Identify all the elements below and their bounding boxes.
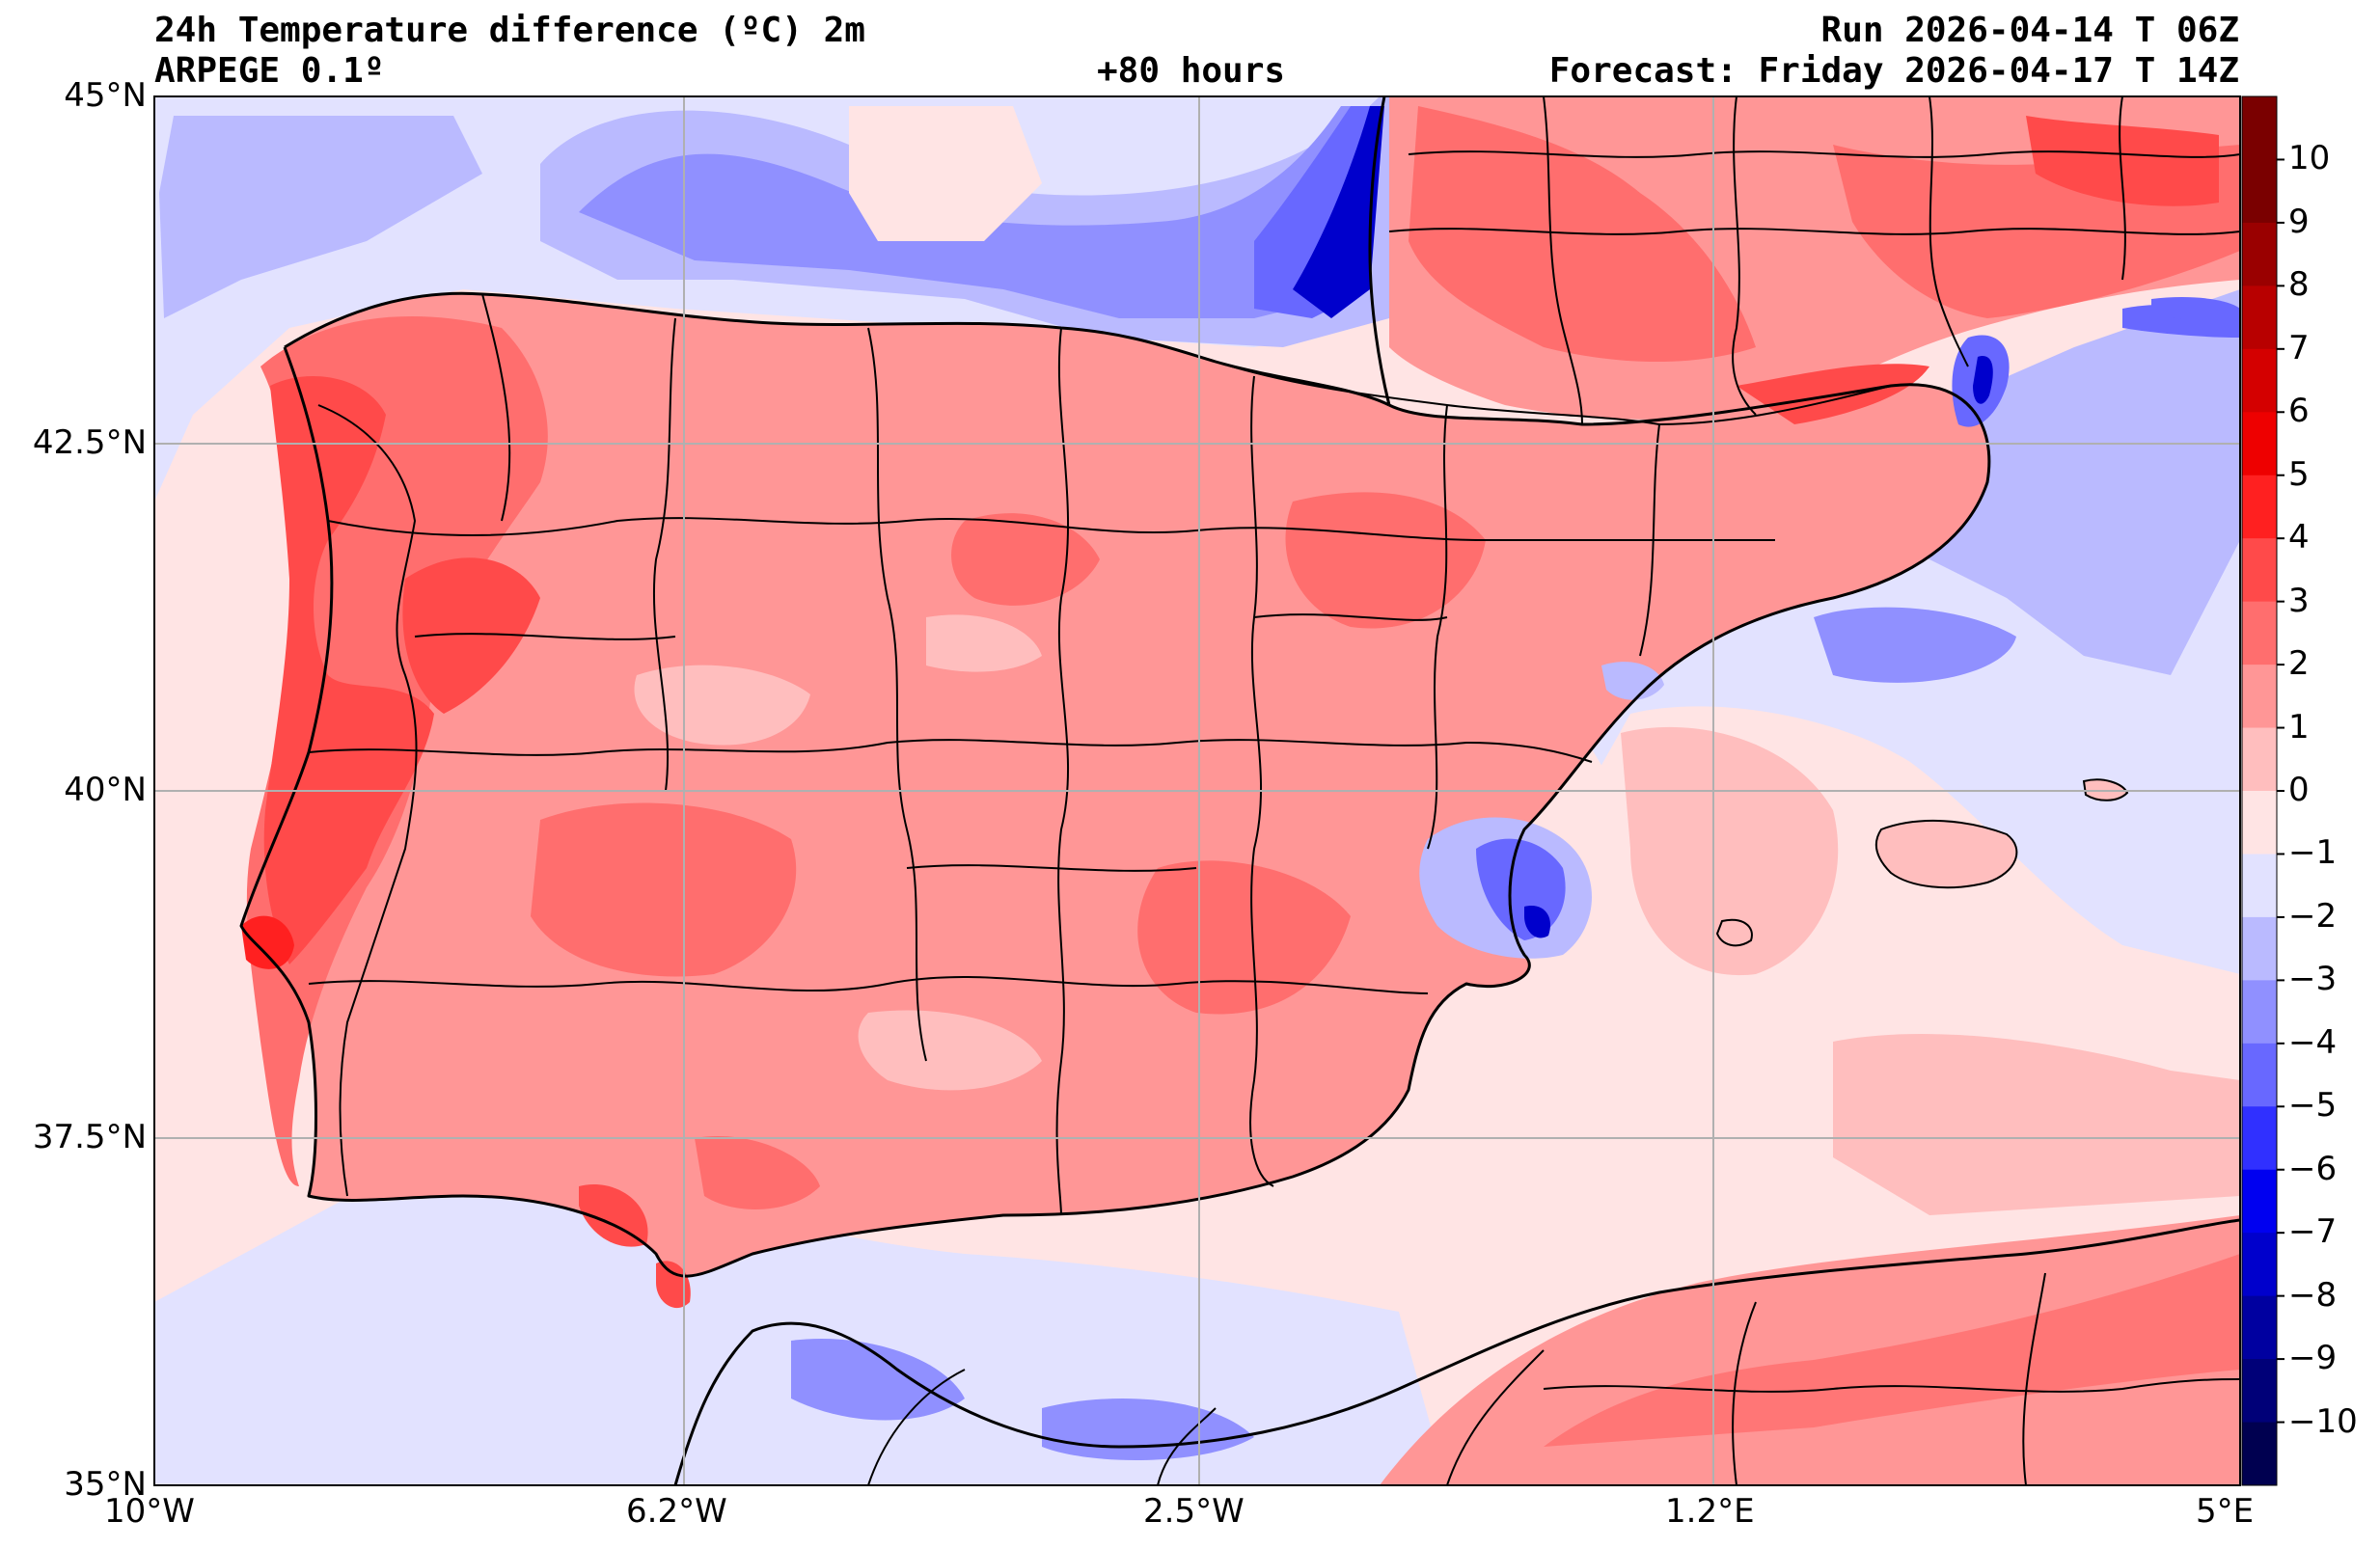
colorbar-label: 7 <box>2288 328 2310 367</box>
colorbar-band <box>2242 412 2277 476</box>
iberia-warm-area <box>241 293 1989 1277</box>
colorbar-band <box>2242 1295 2277 1360</box>
colorbar-frame <box>2241 95 2278 1486</box>
colorbar-label: −7 <box>2288 1212 2338 1252</box>
province-borders <box>308 96 2240 1485</box>
balearic-mallorca <box>1874 819 2018 889</box>
colorbar-label: −1 <box>2288 833 2338 873</box>
colorbar-band <box>2242 1169 2277 1234</box>
lat-tick-35: 35°N <box>64 1465 147 1504</box>
map-field <box>154 96 2240 1485</box>
colorbar-band <box>2242 727 2277 792</box>
colorbar-band <box>2242 916 2277 981</box>
colorbar-band <box>2242 601 2277 665</box>
colorbar-band <box>2242 1359 2277 1424</box>
colorbar-label: −8 <box>2288 1275 2338 1315</box>
colorbar-label: −6 <box>2288 1149 2338 1188</box>
colorbar-label: 2 <box>2288 644 2310 684</box>
lead-time-label: +80 hours <box>1097 51 1286 91</box>
colorbar-label: −5 <box>2288 1086 2338 1126</box>
colorbar-band <box>2242 1106 2277 1171</box>
map-title: 24h Temperature difference (ºC) 2m <box>154 11 865 50</box>
colorbar-band <box>2242 348 2277 413</box>
colorbar-band <box>2242 1233 2277 1297</box>
run-label: Run 2026-04-14 T 06Z <box>1820 11 2239 50</box>
colorbar-label: 6 <box>2288 392 2310 431</box>
colorbar-band <box>2242 665 2277 729</box>
lon-tick-5e: 5°E <box>2196 1492 2255 1531</box>
graticule <box>154 96 2240 1485</box>
model-label: ARPEGE 0.1º <box>154 51 385 91</box>
colorbar-label: −4 <box>2288 1022 2338 1062</box>
lat-tick-37-5: 37.5°N <box>32 1118 147 1156</box>
colorbar-label: −2 <box>2288 896 2338 936</box>
colorbar-label: 1 <box>2288 707 2310 747</box>
forecast-label: Forecast: Friday 2026-04-17 T 14Z <box>1548 51 2239 91</box>
colorbar-label: 8 <box>2288 265 2310 305</box>
lat-tick-42-5: 42.5°N <box>32 423 147 462</box>
colorbar-band <box>2242 222 2277 286</box>
colorbar-label: 4 <box>2288 518 2310 557</box>
colorbar-label: 3 <box>2288 581 2310 620</box>
colorbar-label: 10 <box>2288 139 2331 178</box>
colorbar <box>2242 96 2284 1486</box>
colorbar-band <box>2242 475 2277 539</box>
colorbar-label: −10 <box>2288 1401 2358 1441</box>
colorbar-band <box>2242 791 2277 855</box>
lat-tick-45: 45°N <box>64 76 147 115</box>
colorbar-label: −3 <box>2288 960 2338 999</box>
colorbar-band <box>2242 538 2277 603</box>
lat-tick-40: 40°N <box>64 771 147 809</box>
lon-tick-2-5w: 2.5°W <box>1143 1492 1245 1531</box>
colorbar-label: 5 <box>2288 454 2310 494</box>
colorbar-band <box>2242 159 2277 224</box>
colorbar-band <box>2242 1043 2277 1107</box>
lon-tick-1-2e: 1.2°E <box>1665 1492 1755 1531</box>
colorbar-label: 9 <box>2288 202 2310 241</box>
lon-tick-6-2w: 6.2°W <box>626 1492 727 1531</box>
colorbar-label: −9 <box>2288 1339 2338 1378</box>
colorbar-band <box>2242 1422 2277 1486</box>
colorbar-band <box>2242 980 2277 1045</box>
colorbar-band <box>2242 854 2277 918</box>
colorbar-band <box>2242 285 2277 350</box>
colorbar-band <box>2242 96 2277 160</box>
map-frame <box>153 95 2241 1486</box>
lon-tick-10w: 10°W <box>104 1492 195 1531</box>
colorbar-label: 0 <box>2288 771 2310 809</box>
